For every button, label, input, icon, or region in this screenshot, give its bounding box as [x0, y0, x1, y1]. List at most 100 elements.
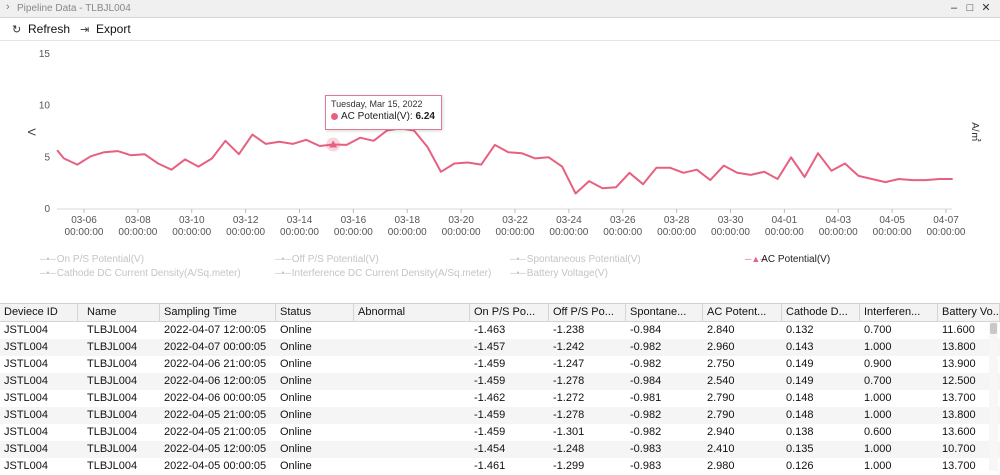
column-header-sampling-time[interactable]: Sampling Time	[160, 304, 276, 321]
refresh-button[interactable]: ↻ Refresh	[12, 20, 70, 38]
x-tick-time-label: 00:00:00	[711, 227, 750, 238]
legend-item-spontaneous[interactable]: ─•─ Spontaneous Potential(V)	[510, 254, 641, 265]
x-tick-time-label: 00:00:00	[334, 227, 373, 238]
legend-marker-icon: ─•─	[275, 268, 291, 278]
scrollbar-thumb[interactable]	[990, 323, 997, 334]
table-row[interactable]: JSTL004 TLBJL004 2022-04-06 00:00:05 Online…	[0, 390, 1000, 407]
column-header-abnormal[interactable]: Abnormal	[354, 304, 470, 321]
table-row[interactable]: JSTL004 TLBJL004 2022-04-05 21:00:05 Online…	[0, 424, 1000, 441]
cell-off-ps-potential: -1.272	[553, 392, 585, 404]
legend-marker-icon: ─•─	[40, 254, 56, 264]
column-header-off-ps-potential[interactable]: Off P/S Po...	[549, 304, 626, 321]
x-tick-label: 03-16	[341, 215, 367, 226]
table-row[interactable]: JSTL004 TLBJL004 2022-04-06 12:00:05 Online…	[0, 373, 1000, 390]
x-tick-time-label: 00:00:00	[442, 227, 481, 238]
data-table: Deviece ID Name Sampling Time Status Abnorma…	[0, 303, 1000, 472]
cell-ac-potential: 2.960	[707, 341, 735, 353]
cell-interference-dc: 0.700	[864, 324, 892, 336]
cell-on-ps-potential: -1.459	[474, 358, 506, 370]
cell-battery-voltage: 13.700	[942, 460, 976, 472]
vertical-scrollbar[interactable]	[989, 322, 998, 471]
cell-sampling-time: 2022-04-05 21:00:05	[164, 426, 267, 438]
legend-label: Interference DC Current Density(A/Sq.met…	[291, 268, 492, 279]
cell-sampling-time: 2022-04-07 12:00:05	[164, 324, 267, 336]
legend-item-battery[interactable]: ─•─ Battery Voltage(V)	[510, 268, 608, 279]
legend-label: Off P/S Potential(V)	[291, 254, 379, 265]
table-row[interactable]: JSTL004 TLBJL004 2022-04-07 12:00:05 Online…	[0, 322, 1000, 339]
cell-device-id: JSTL004	[4, 443, 49, 455]
minimize-button[interactable]: –	[950, 2, 958, 14]
y-tick-label: 15	[39, 49, 51, 60]
chart-tooltip: Tuesday, Mar 15, 2022 AC Potential(V): 6…	[325, 95, 442, 130]
x-tick-time-label: 00:00:00	[496, 227, 535, 238]
cell-sampling-time: 2022-04-07 00:00:05	[164, 341, 267, 353]
cell-status: Online	[280, 426, 312, 438]
x-tick-label: 03-20	[448, 215, 474, 226]
cell-interference-dc: 1.000	[864, 460, 892, 472]
x-tick-label: 04-01	[772, 215, 798, 226]
hover-point-marker[interactable]	[329, 140, 338, 148]
column-header-name[interactable]: Name	[83, 304, 160, 321]
column-header-ac-potential[interactable]: AC Potent...	[703, 304, 782, 321]
cell-abnormal	[354, 356, 470, 373]
export-label: Export	[96, 22, 131, 36]
cell-device-id: JSTL004	[4, 409, 49, 421]
column-header-status[interactable]: Status	[276, 304, 354, 321]
cell-status: Online	[280, 324, 312, 336]
column-header-cathode-dc[interactable]: Cathode D...	[782, 304, 860, 321]
cell-spontaneous-potential: -0.981	[630, 392, 662, 404]
y-tick-label: 0	[44, 204, 50, 215]
legend-item-on-ps[interactable]: ─•─ On P/S Potential(V)	[40, 254, 144, 265]
legend-label: Battery Voltage(V)	[526, 268, 608, 279]
x-tick-label: 03-18	[394, 215, 420, 226]
cell-spontaneous-potential: -0.984	[630, 324, 662, 336]
legend-item-ac-potential[interactable]: ─▲─ AC Potential(V)	[745, 254, 830, 265]
column-header-spontaneous-potential[interactable]: Spontane...	[626, 304, 703, 321]
cell-ac-potential: 2.840	[707, 324, 735, 336]
x-tick-label: 04-07	[933, 215, 959, 226]
legend-marker-icon: ─•─	[510, 268, 526, 278]
column-header-interference-dc[interactable]: Interferen...	[860, 304, 938, 321]
table-row[interactable]: JSTL004 TLBJL004 2022-04-06 21:00:05 Online…	[0, 356, 1000, 373]
cell-abnormal	[354, 441, 470, 458]
cell-ac-potential: 2.790	[707, 392, 735, 404]
cell-abnormal	[354, 339, 470, 356]
x-tick-label: 03-06	[71, 215, 97, 226]
legend-item-off-ps[interactable]: ─•─ Off P/S Potential(V)	[275, 254, 379, 265]
close-button[interactable]: ✕	[981, 2, 991, 14]
cell-battery-voltage: 13.800	[942, 409, 976, 421]
export-button[interactable]: ⇥ Export	[80, 20, 131, 38]
column-header-battery-voltage[interactable]: Battery Vo...	[938, 304, 1000, 321]
legend-item-interference-dc[interactable]: ─•─ Interference DC Current Density(A/Sq…	[275, 268, 491, 279]
x-tick-label: 03-30	[718, 215, 744, 226]
cell-ac-potential: 2.940	[707, 426, 735, 438]
x-tick-time-label: 00:00:00	[118, 227, 157, 238]
cell-off-ps-potential: -1.301	[553, 426, 585, 438]
cell-abnormal	[354, 458, 470, 475]
cell-ac-potential: 2.410	[707, 443, 735, 455]
column-header-on-ps-potential[interactable]: On P/S Po...	[470, 304, 549, 321]
window-titlebar: › Pipeline Data - TLBJL004 – □ ✕	[0, 0, 1000, 18]
maximize-button[interactable]: □	[966, 2, 974, 14]
table-row[interactable]: JSTL004 TLBJL004 2022-04-05 12:00:05 Online…	[0, 441, 1000, 458]
legend-marker-icon: ─•─	[510, 254, 526, 264]
cell-battery-voltage: 13.900	[942, 358, 976, 370]
cell-name: TLBJL004	[87, 392, 138, 404]
column-header-device-id[interactable]: Deviece ID	[0, 304, 78, 321]
table-row[interactable]: JSTL004 TLBJL004 2022-04-05 00:00:05 Online…	[0, 458, 1000, 475]
x-tick-time-label: 00:00:00	[549, 227, 588, 238]
x-tick-label: 04-03	[825, 215, 851, 226]
cell-status: Online	[280, 341, 312, 353]
table-row[interactable]: JSTL004 TLBJL004 2022-04-07 00:00:05 Online…	[0, 339, 1000, 356]
x-tick-time-label: 00:00:00	[657, 227, 696, 238]
cell-status: Online	[280, 392, 312, 404]
legend-item-cathode-dc[interactable]: ─•─ Cathode DC Current Density(A/Sq.mete…	[40, 268, 241, 279]
cell-status: Online	[280, 460, 312, 472]
cell-name: TLBJL004	[87, 443, 138, 455]
x-tick-label: 03-26	[610, 215, 636, 226]
cell-name: TLBJL004	[87, 341, 138, 353]
table-row[interactable]: JSTL004 TLBJL004 2022-04-05 21:00:05 Online…	[0, 407, 1000, 424]
cell-battery-voltage: 13.800	[942, 341, 976, 353]
cell-sampling-time: 2022-04-06 00:00:05	[164, 392, 267, 404]
